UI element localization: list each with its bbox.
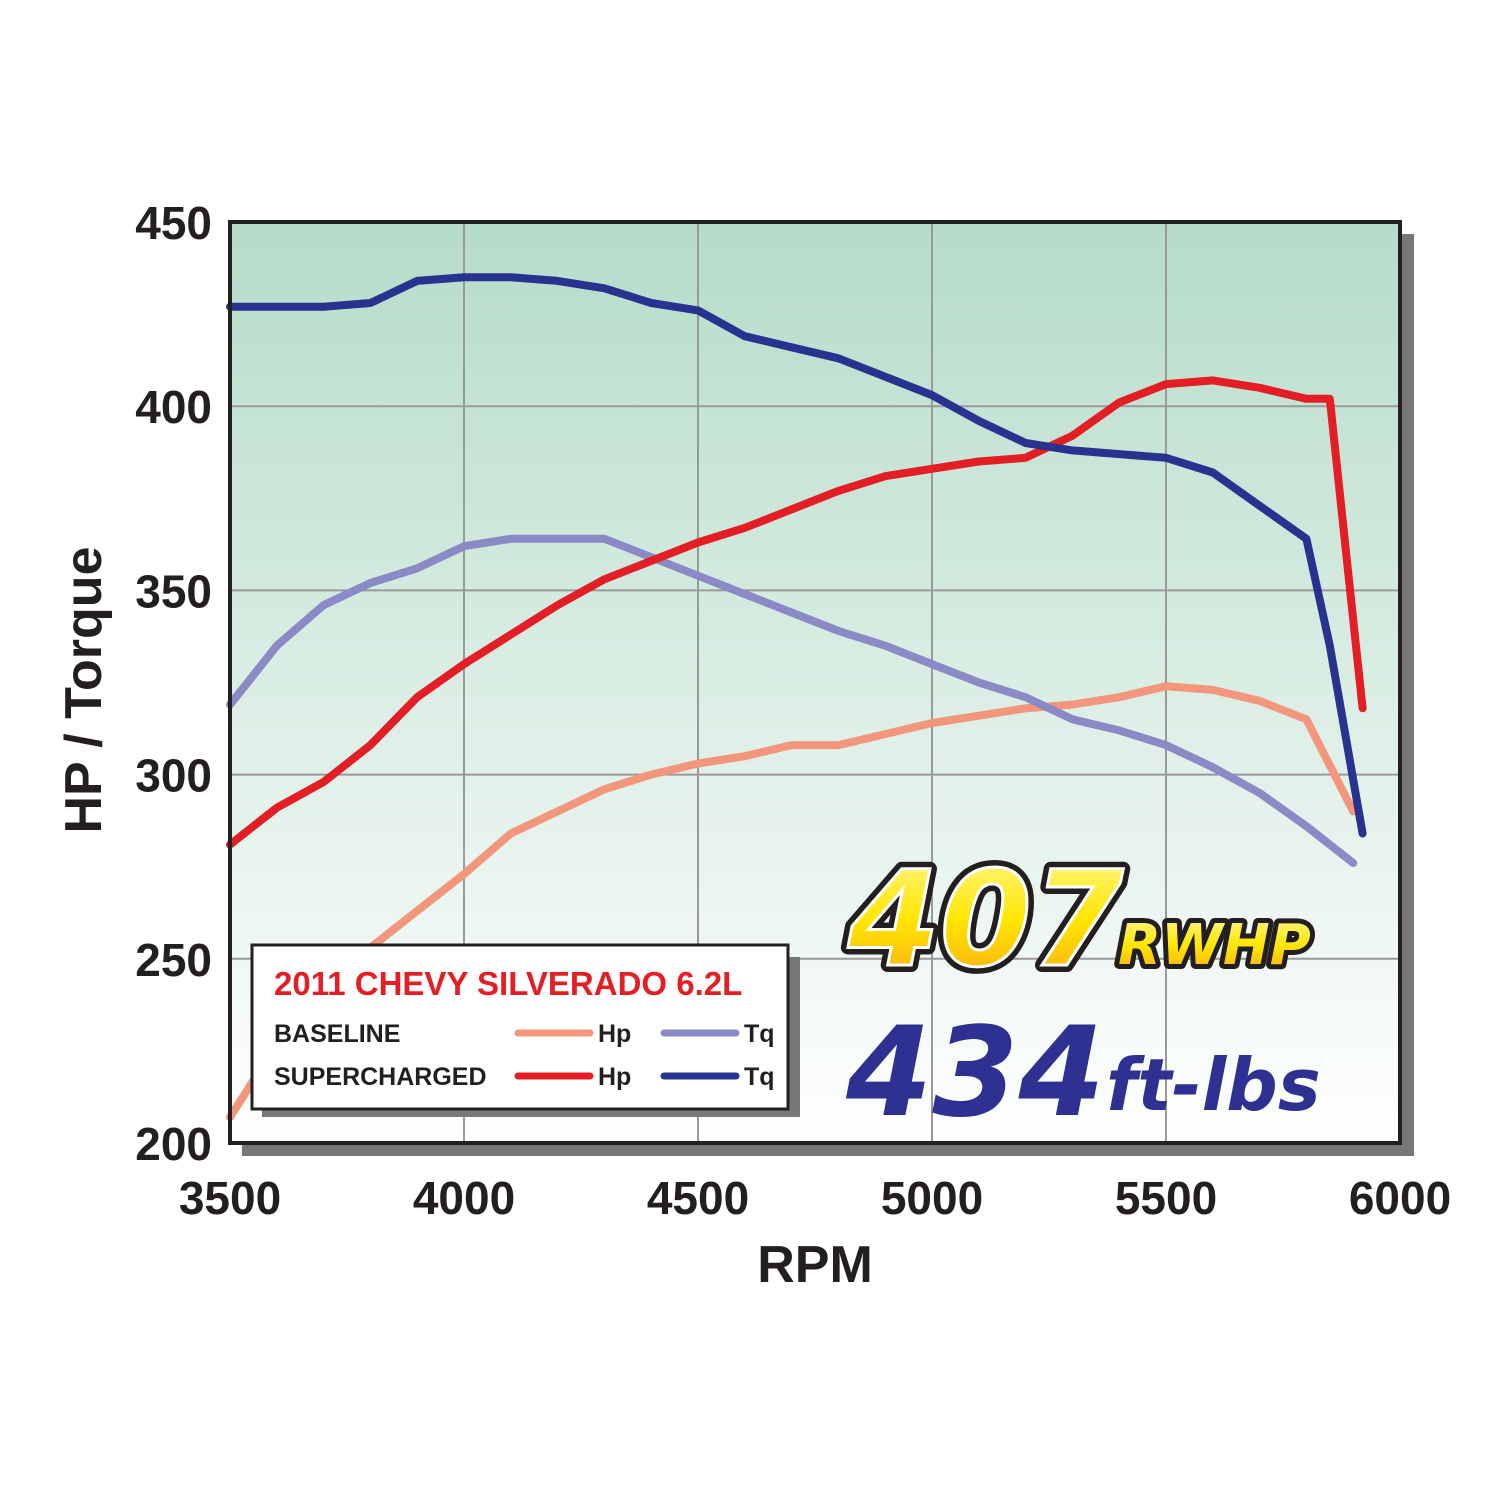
x-tick-label: 3500 bbox=[179, 1172, 281, 1224]
x-axis-title: RPM bbox=[757, 1236, 873, 1294]
tq-unit: ft-lbs bbox=[1106, 1043, 1321, 1127]
hp-value-outline: 407 bbox=[847, 843, 1124, 997]
series-line-baseline-hp bbox=[226, 682, 1358, 1122]
series-line-baseline-tq bbox=[226, 534, 1358, 867]
legend-title: 2011 CHEVY SILVERADO 6.2L bbox=[274, 965, 742, 1002]
y-tick-label: 350 bbox=[135, 565, 212, 617]
legend-baseline-tq-label: Tq bbox=[744, 1020, 775, 1048]
series-line-supercharged-hp bbox=[226, 376, 1367, 849]
x-tick-label: 5500 bbox=[1115, 1172, 1217, 1224]
tq-value: 434 bbox=[845, 1001, 1105, 1145]
tq-callout: 434 ft-lbs bbox=[845, 1001, 1321, 1145]
x-tick-label: 5000 bbox=[881, 1172, 983, 1224]
x-tick-label: 6000 bbox=[1349, 1172, 1451, 1224]
legend-supercharged-hp-label: Hp bbox=[598, 1063, 631, 1091]
legend-row-baseline-label: BASELINE bbox=[274, 1020, 400, 1048]
x-tick-label: 4500 bbox=[647, 1172, 749, 1224]
plot-frame bbox=[228, 220, 1402, 1145]
legend-box bbox=[250, 943, 790, 1111]
legend-baseline-hp-label: Hp bbox=[598, 1020, 631, 1048]
y-axis-title: HP / Torque bbox=[55, 547, 113, 834]
y-tick-label: 400 bbox=[135, 381, 212, 433]
hp-value: 407 bbox=[847, 843, 1124, 997]
y-axis-ticks: 200 250 300 350 400 450 bbox=[135, 197, 212, 1170]
legend-supercharged-tq-label: Tq bbox=[744, 1063, 775, 1091]
hp-unit-outline: RWHP bbox=[1118, 913, 1311, 978]
hp-unit: RWHP bbox=[1118, 913, 1311, 978]
legend: 2011 CHEVY SILVERADO 6.2L BASELINE Hp Tq… bbox=[250, 943, 800, 1117]
series-lines bbox=[226, 273, 1367, 1122]
legend-row-supercharged-label: SUPERCHARGED bbox=[274, 1063, 487, 1091]
series-line-supercharged-tq bbox=[226, 273, 1367, 838]
x-tick-label: 4000 bbox=[413, 1172, 515, 1224]
y-tick-label: 300 bbox=[135, 750, 212, 802]
x-axis-ticks: 3500 4000 4500 5000 5500 6000 bbox=[179, 1172, 1451, 1224]
hp-callout: 407 407 RWHP RWHP bbox=[840, 836, 1316, 1004]
y-tick-label: 250 bbox=[135, 934, 212, 986]
y-tick-label: 200 bbox=[135, 1118, 212, 1170]
y-tick-label: 450 bbox=[135, 197, 212, 249]
